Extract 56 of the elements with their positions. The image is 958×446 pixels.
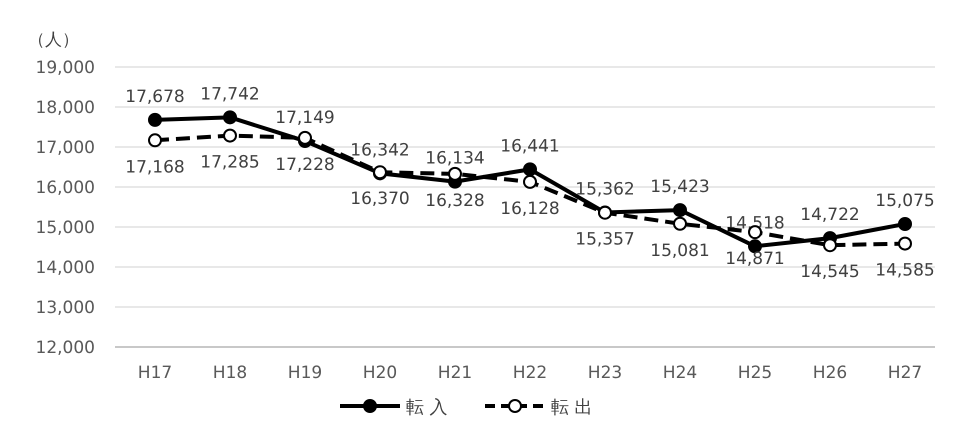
x-tick-label: H18 [212,363,248,383]
data-label: 15,357 [575,230,635,250]
data-label: 17,742 [200,84,260,104]
legend-label: 転 出 [551,397,593,418]
data-label: 16,441 [500,136,560,156]
y-tick-label: 12,000 [36,338,95,358]
point [523,174,537,189]
data-label: 16,128 [500,198,560,219]
point [673,216,687,231]
data-label: 14,585 [875,260,935,281]
x-tick-label: H25 [738,363,772,383]
x-tick-label: H23 [588,363,622,383]
x-tick-label: H19 [288,363,322,383]
point [223,128,237,143]
y-tick-label: 14,000 [36,258,95,278]
data-label: 17,285 [200,152,260,173]
x-tick-label: H24 [662,363,698,383]
data-label: 15,075 [875,191,935,211]
data-label: 15,081 [650,240,710,261]
x-tick-label: H17 [138,363,172,383]
point [448,166,462,181]
data-label: 17,678 [125,86,185,107]
point [823,238,837,252]
x-tick-label: H22 [512,363,548,383]
y-axis-title: （人） [28,30,79,50]
y-tick-label: 17,000 [36,138,95,158]
x-tick-label: H26 [812,363,848,383]
data-label: 17,228 [275,154,335,175]
x-tick-label: H27 [888,363,922,383]
data-label: 16,134 [425,148,485,169]
y-tick-label: 19,000 [36,58,95,78]
point [673,203,687,218]
data-label: 17,149 [275,108,335,128]
data-label: 16,328 [425,190,485,211]
data-label: 14,722 [800,205,860,226]
data-label: 15,423 [650,177,710,198]
x-tick-label: H21 [438,363,472,383]
x-tick-label: H20 [362,363,398,383]
y-tick-label: 15,000 [36,218,95,238]
point [298,130,312,145]
data-label: 14,871 [725,249,785,270]
data-label: 16,370 [350,189,410,210]
y-tick-label: 13,000 [36,298,95,318]
y-tick-label: 16,000 [36,178,95,198]
data-label: 15,362 [575,180,635,200]
point [523,162,537,176]
data-label: 16,342 [350,140,410,160]
point [148,133,162,148]
y-tick-label: 18,000 [36,98,95,118]
legend-label: 転 入 [406,397,448,418]
point [148,112,162,127]
data-label: 17,168 [125,157,185,178]
point [898,217,912,231]
point [898,236,912,251]
point [223,110,237,124]
data-label: 14,545 [800,262,860,282]
